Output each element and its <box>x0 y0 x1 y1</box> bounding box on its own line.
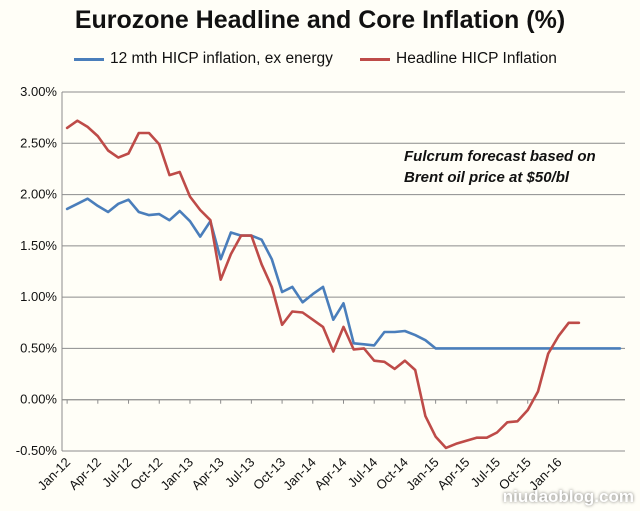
y-tick-label: 2.50% <box>20 135 57 150</box>
x-tick-label: Apr-15 <box>434 455 472 493</box>
watermark: niudaoblog.com <box>502 487 634 506</box>
forecast-annotation: Fulcrum forecast based on Brent oil pric… <box>404 146 596 188</box>
legend-label-core: 12 mth HICP inflation, ex energy <box>110 50 333 67</box>
chart-title: Eurozone Headline and Core Inflation (%) <box>74 6 566 34</box>
x-tick-label: Jan-15 <box>403 455 442 494</box>
y-tick-label: 3.00% <box>20 84 57 99</box>
y-tick-label: 0.50% <box>20 340 57 355</box>
x-tick-label: Jan-13 <box>157 455 196 494</box>
legend-swatch-core <box>74 57 104 61</box>
x-tick-label: Apr-13 <box>189 455 227 493</box>
x-tick-label: Jan-14 <box>280 455 319 494</box>
x-tick-label: Oct-12 <box>127 455 165 493</box>
x-tick-label: Oct-14 <box>373 455 411 493</box>
legend-item-core: 12 mth HICP inflation, ex energy <box>74 50 333 68</box>
x-tick-label: Apr-12 <box>66 455 104 493</box>
y-tick-label: 0.00% <box>20 392 57 407</box>
series-line-core <box>65 197 622 350</box>
y-tick-label: 2.00% <box>20 187 57 202</box>
x-tick-label: Apr-14 <box>311 455 349 493</box>
y-tick-label: 1.50% <box>20 238 57 253</box>
series-line-headline <box>65 119 581 450</box>
legend-label-headline: Headline HICP Inflation <box>396 50 557 67</box>
legend-swatch-headline <box>360 57 390 61</box>
x-tick-label: Jan-12 <box>35 455 74 494</box>
x-tick-label: Oct-13 <box>250 455 288 493</box>
y-tick-label: 1.00% <box>20 289 57 304</box>
annotation-line-1: Fulcrum forecast based on <box>404 148 596 165</box>
annotation-line-2: Brent oil price at $50/bl <box>404 169 570 186</box>
legend-item-headline: Headline HICP Inflation <box>360 50 557 68</box>
legend: 12 mth HICP inflation, ex energy Headlin… <box>0 50 640 72</box>
y-tick-label: -0.50% <box>16 443 58 458</box>
